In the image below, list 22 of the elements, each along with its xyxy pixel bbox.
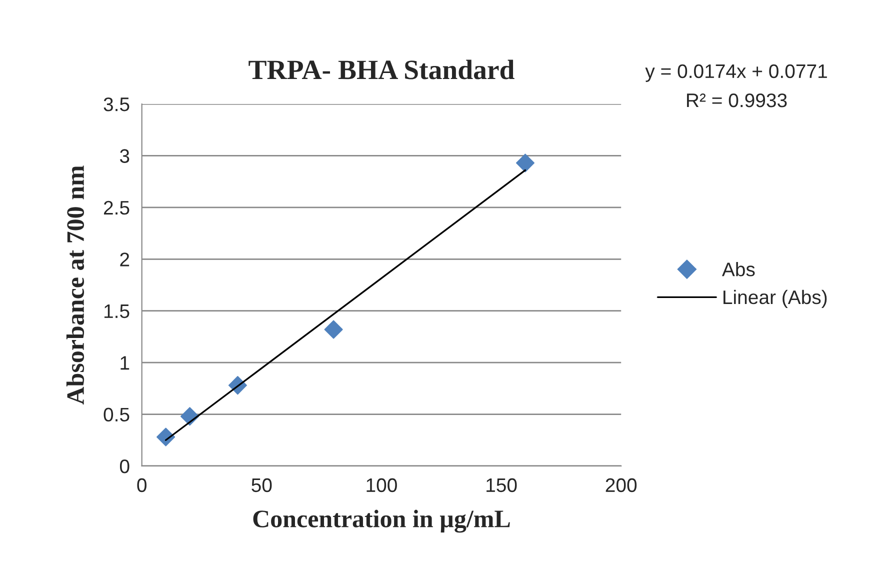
y-tick-label: 3 (120, 149, 130, 163)
y-tick-label: 0.5 (104, 408, 130, 422)
chart-title: TRPA- BHA Standard (248, 60, 514, 80)
x-tick-label: 50 (252, 478, 272, 492)
legend-label: Abs (722, 262, 755, 276)
y-tick-label: 1.5 (104, 304, 130, 318)
y-tick-label: 2 (120, 252, 130, 266)
y-tick-label: 0 (120, 459, 130, 474)
point (516, 154, 535, 172)
x-tick-label: 150 (486, 478, 517, 492)
x-tick-label: 200 (606, 478, 637, 492)
legend-label: Linear (Abs) (724, 290, 827, 308)
point (324, 320, 343, 339)
text: y = 0.0174x + 0.0771 (645, 64, 827, 82)
x-tick-label: 0 (137, 478, 146, 492)
y-tick-label: 1 (120, 356, 130, 370)
x-tick-label: 100 (366, 478, 397, 492)
text: R² = 0.9933 (687, 93, 787, 108)
y-tick-label: 3.5 (104, 97, 130, 112)
x-axis-title: Concentration in µg/mL (253, 510, 510, 533)
y-axis-title: Absorbance at 700 nm (66, 166, 84, 405)
y-tick-label: 2.5 (104, 200, 130, 215)
